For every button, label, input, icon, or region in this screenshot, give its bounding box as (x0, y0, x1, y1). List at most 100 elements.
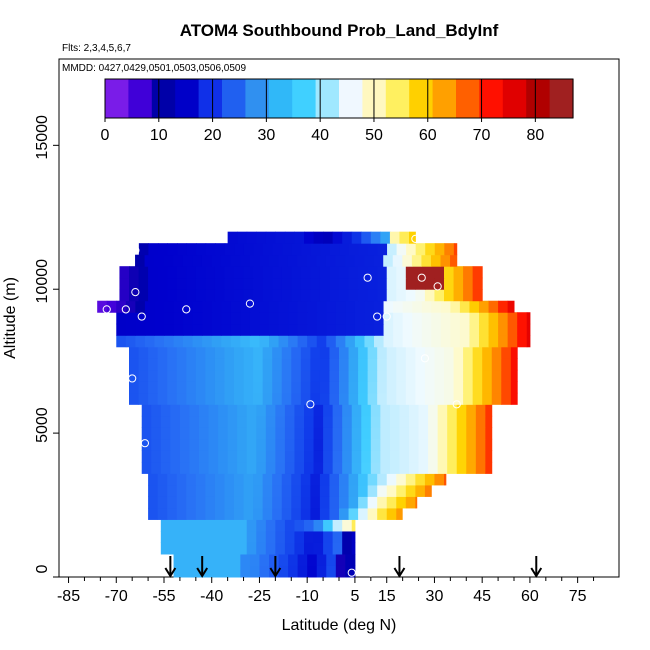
heatmap-cell (256, 427, 267, 440)
heatmap-cell (230, 553, 241, 566)
heatmap-cell (164, 335, 175, 348)
heatmap-cell (195, 277, 206, 290)
heatmap-cell (488, 312, 499, 325)
heatmap-cell (141, 461, 152, 474)
heatmap-cell (278, 335, 289, 348)
heatmap-cell (345, 335, 356, 348)
heatmap-cell (186, 496, 197, 509)
heatmap-cell (157, 243, 168, 256)
heatmap-cell (425, 243, 436, 256)
heatmap-cell (526, 323, 531, 336)
heatmap-cell (243, 507, 254, 520)
heatmap-cell (389, 231, 400, 244)
heatmap-cell (323, 519, 334, 532)
colorbar-segment (245, 79, 270, 118)
heatmap-cell (440, 323, 451, 336)
heatmap-cell (370, 415, 381, 428)
heatmap-cell (405, 496, 416, 509)
heatmap-cell (116, 300, 127, 313)
heatmap-cell (259, 565, 270, 578)
heatmap-cell (374, 323, 385, 336)
heatmap-cell (424, 289, 435, 302)
heatmap-cell (135, 323, 146, 336)
heatmap-cell (154, 335, 165, 348)
heatmap-cell (291, 358, 302, 371)
heatmap-cell (199, 404, 210, 417)
heatmap-cell (253, 507, 264, 520)
heatmap-cell (291, 266, 302, 279)
heatmap-cell (294, 530, 305, 543)
heatmap-cell (479, 300, 490, 313)
heatmap-cell (167, 484, 178, 497)
heatmap-cell (186, 381, 197, 394)
colorbar-segment (432, 79, 457, 118)
heatmap-cell (396, 473, 407, 486)
heatmap-cell (389, 450, 400, 463)
heatmap-cell (294, 450, 305, 463)
heatmap-cell (281, 358, 292, 371)
heatmap-cell (399, 450, 410, 463)
heatmap-cell (329, 392, 340, 405)
heatmap-cell (472, 289, 483, 302)
heatmap-cell (227, 415, 238, 428)
heatmap-cell (157, 266, 168, 279)
heatmap-cell (310, 496, 321, 509)
heatmap-cell (179, 415, 190, 428)
heatmap-cell (399, 231, 410, 244)
heatmap-cell (345, 553, 356, 566)
heatmap-cell (313, 450, 324, 463)
heatmap-cell (173, 323, 184, 336)
heatmap-cell (485, 415, 493, 428)
heatmap-cell (339, 473, 350, 486)
heatmap-cell (304, 461, 315, 474)
heatmap-cell (237, 530, 248, 543)
heatmap-cell (275, 519, 286, 532)
heatmap-cell (227, 404, 238, 417)
profile-arrow (530, 556, 543, 578)
heatmap-cell (304, 415, 315, 428)
heatmap-cell (342, 530, 353, 543)
heatmap-cell (262, 243, 273, 256)
heatmap-cell (170, 519, 181, 532)
heatmap-cell (498, 323, 509, 336)
heatmap-cell (358, 496, 369, 509)
heatmap-cell (392, 254, 403, 267)
heatmap-cell (396, 346, 407, 359)
heatmap-cell (237, 231, 248, 244)
heatmap-cell (186, 507, 197, 520)
y-tick-label: 0 (34, 564, 51, 573)
heatmap-cell (479, 312, 490, 325)
heatmap-cell (310, 369, 321, 382)
heatmap-cell (424, 277, 435, 290)
heatmap-cell (148, 266, 159, 279)
heatmap-cell (284, 415, 295, 428)
heatmap-cell (278, 323, 289, 336)
heatmap-cell (475, 450, 486, 463)
heatmap-cell (202, 565, 213, 578)
heatmap-cell (418, 438, 429, 451)
heatmap-cell (173, 312, 184, 325)
heatmap-cell (393, 335, 404, 348)
heatmap-cell (272, 358, 283, 371)
heatmap-cell (275, 450, 286, 463)
heatmap-cell (249, 312, 260, 325)
heatmap-cell (195, 358, 206, 371)
heatmap-cell (428, 415, 439, 428)
heatmap-cell (284, 438, 295, 451)
heatmap-cell (434, 266, 445, 279)
heatmap-cell (380, 404, 391, 417)
heatmap-cell (129, 392, 140, 405)
heatmap-cell (450, 335, 461, 348)
heatmap-cell (218, 542, 229, 555)
heatmap-cell (253, 369, 264, 382)
heatmap-cell (386, 346, 397, 359)
heatmap-cell (176, 369, 187, 382)
profile-arrow-head (530, 567, 543, 578)
heatmap-cell (224, 392, 235, 405)
track-point (382, 312, 391, 321)
heatmap-cell (205, 507, 216, 520)
heatmap-cell (281, 289, 292, 302)
heatmap-cell (230, 254, 241, 267)
heatmap-cell (230, 335, 241, 348)
heatmap-cell (234, 243, 245, 256)
